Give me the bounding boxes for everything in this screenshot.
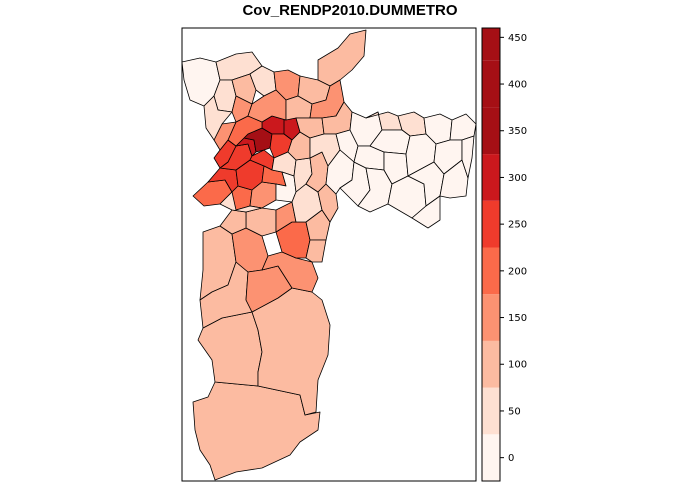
- region-e16: [411, 195, 441, 229]
- region-s5: [261, 251, 319, 293]
- legend-tick-label: 250: [508, 220, 527, 231]
- region-n13: [203, 95, 233, 141]
- legend-swatches: [482, 28, 500, 481]
- legend-swatch: [482, 434, 500, 481]
- color-legend: 0 50 100 150 200 250 300 350 400 450: [481, 27, 527, 482]
- municipality-map: [181, 29, 477, 481]
- region-e20: [461, 135, 475, 179]
- legend-tick-label: 100: [508, 360, 527, 371]
- legend-tick-label: 150: [508, 313, 527, 324]
- legend-swatch: [482, 60, 500, 108]
- legend-swatch: [482, 107, 500, 155]
- legend-tick-label: 0: [508, 453, 514, 464]
- legend-swatch: [482, 154, 500, 201]
- legend-frame: [481, 27, 501, 482]
- legend-swatch: [482, 387, 500, 435]
- region-e17: [449, 113, 477, 141]
- legend-swatch: [482, 28, 500, 61]
- legend-tick-label: 200: [508, 266, 527, 277]
- legend-tick-label: 300: [508, 173, 527, 184]
- legend-tick-label: 450: [508, 33, 527, 44]
- region-n3: [231, 73, 257, 105]
- region-s11: [219, 209, 247, 235]
- plot-frame: [181, 27, 477, 482]
- legend-ticks: 0 50 100 150 200 250 300 350 400 450: [500, 33, 527, 464]
- legend-swatch: [482, 294, 500, 341]
- region-s8: [275, 201, 297, 233]
- legend-swatch: [482, 340, 500, 388]
- region-cs8: [219, 191, 263, 213]
- legend-swatch: [482, 247, 500, 295]
- region-n-top: [317, 29, 367, 87]
- legend-tick-label: 50: [508, 406, 521, 417]
- region-s10: [305, 239, 327, 263]
- map-title: Cov_RENDP2010.DUMMETRO: [242, 2, 458, 19]
- legend-tick-label: 350: [508, 126, 527, 137]
- legend-swatch: [482, 200, 500, 248]
- legend-tick-label: 400: [508, 80, 527, 91]
